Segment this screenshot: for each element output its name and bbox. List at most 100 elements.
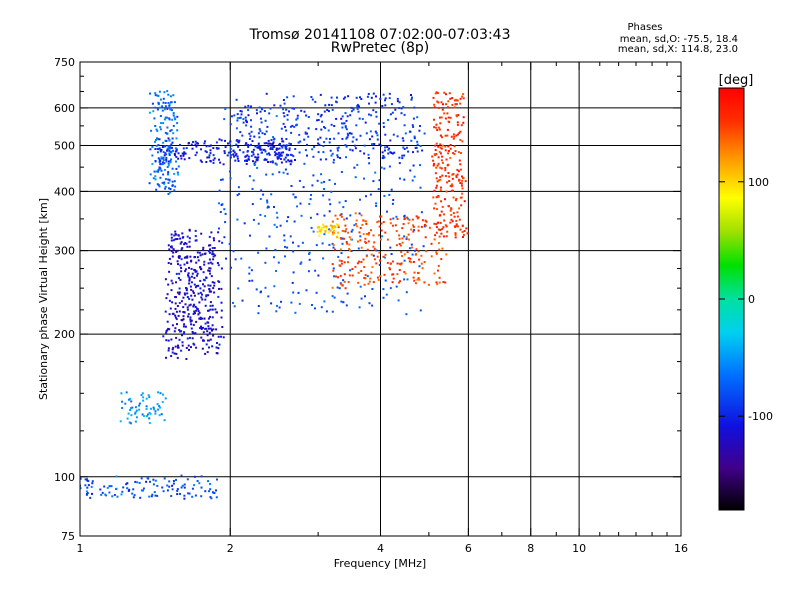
echo-point [192,323,195,326]
echo-point [218,287,220,290]
echo-point [265,142,268,145]
echo-point [167,244,170,247]
echo-point [330,190,333,193]
echo-point [221,241,224,244]
x-tick-label: 4 [377,542,384,555]
echo-point [265,173,268,176]
echo-point [175,148,178,151]
echo-point [369,193,372,196]
echo-point [197,259,200,262]
echo-point [199,266,202,268]
echo-point [188,348,190,351]
echo-point [322,194,325,197]
echo-point [179,492,181,495]
echo-point [188,237,191,240]
echo-point [168,313,171,316]
echo-point [334,182,336,185]
echo-point [368,232,370,234]
echo-point [247,109,250,112]
echo-point [206,156,209,159]
echo-point [445,158,448,161]
echo-point [264,215,267,218]
echo-point [154,148,157,150]
echo-point [359,96,361,99]
echo-point [193,294,196,297]
echo-point [425,220,428,223]
echo-point [208,267,211,270]
echo-point [175,149,178,152]
echo-point [337,224,340,227]
echo-point [372,147,375,150]
echo-point [439,214,442,217]
echo-point [168,270,171,273]
echo-point [192,292,195,294]
echo-point [186,256,189,259]
echo-point [170,279,173,282]
echo-point [174,147,177,150]
echo-point [174,238,177,241]
echo-point [395,244,398,247]
echo-point [101,491,104,494]
echo-point [257,222,260,225]
echo-point [273,151,276,154]
echo-point [170,338,173,341]
echo-point [232,149,235,152]
echo-point [455,219,458,222]
echo-point [174,154,176,157]
echo-point [320,128,323,131]
echo-point [156,108,159,111]
echo-point [398,262,401,265]
echo-point [172,94,175,97]
echo-point [198,301,201,304]
echo-point [234,159,237,162]
echo-point [152,483,155,486]
echo-point [253,164,256,166]
echo-point [399,280,401,283]
echo-point [209,304,212,307]
echo-point [348,132,351,135]
echo-point [164,108,166,111]
echo-point [434,154,437,157]
echo-point [363,283,366,286]
echo-point [455,197,458,200]
echo-point [181,232,184,235]
echo-point [417,250,420,253]
echo-point [447,120,450,123]
echo-point [258,147,261,150]
echo-point [128,421,131,424]
echo-point [337,231,340,234]
echo-point [340,260,343,263]
echo-point [395,215,398,218]
echo-point [268,112,271,115]
echo-point [423,132,426,135]
echo-point [162,162,165,165]
echo-point [154,94,157,97]
y-axis-label: Stationary phase Virtual Height [km] [37,198,50,400]
echo-point [175,318,178,321]
echo-point [444,149,447,152]
echo-point [202,283,204,286]
echo-point [247,158,250,161]
echo-point [225,257,227,260]
echo-point [323,141,326,144]
echo-point [454,236,457,239]
echo-point [383,149,386,152]
echo-point [333,275,335,278]
echo-point [282,112,285,115]
echo-point [303,110,306,113]
echo-point [457,151,460,154]
echo-point [148,495,151,498]
echo-point [172,124,175,127]
echo-point [347,256,350,259]
echo-point [132,488,135,491]
echo-point [280,127,283,130]
echo-point [173,101,176,104]
echo-point [432,196,435,199]
echo-point [155,188,158,191]
echo-point [155,144,158,147]
echo-point [245,142,248,145]
echo-point [358,212,361,215]
echo-point [283,115,286,118]
echo-point [166,484,169,487]
echo-point [194,286,197,289]
